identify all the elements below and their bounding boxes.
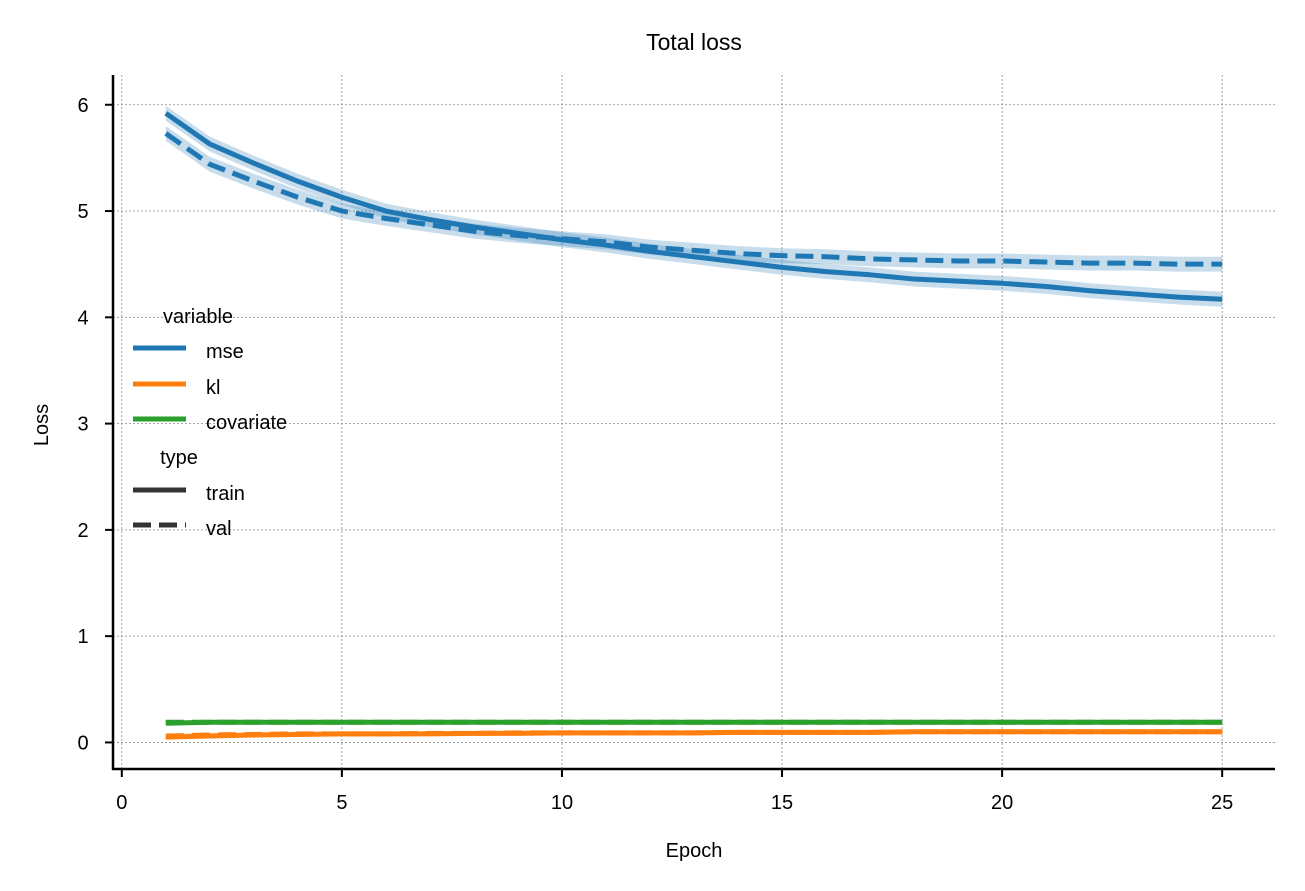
grid-lines bbox=[113, 75, 1275, 769]
axes bbox=[111, 75, 1275, 771]
chart-title: Total loss bbox=[646, 29, 742, 55]
y-axis-label: Loss bbox=[31, 404, 53, 446]
y-tick-label-4: 4 bbox=[77, 307, 88, 329]
legend-label-covariate: covariate bbox=[206, 412, 287, 434]
x-tick-label-10: 10 bbox=[551, 792, 573, 814]
legend: variable mse kl covariate type train val bbox=[133, 306, 287, 540]
y-tick-label-5: 5 bbox=[77, 201, 88, 223]
y-axis-ticks: 0 1 2 3 4 5 6 bbox=[77, 95, 113, 754]
legend-label-train: train bbox=[206, 483, 245, 505]
line-mse-train bbox=[164, 111, 1223, 302]
x-tick-label-15: 15 bbox=[771, 792, 793, 814]
x-tick-label-5: 5 bbox=[336, 792, 347, 814]
y-tick-label-2: 2 bbox=[77, 520, 88, 542]
confidence-bands bbox=[165, 105, 1223, 740]
y-tick-label-6: 6 bbox=[77, 95, 88, 117]
legend-title-variable: variable bbox=[163, 306, 233, 328]
x-tick-label-20: 20 bbox=[991, 792, 1013, 814]
legend-title-type: type bbox=[160, 447, 198, 469]
band-mse-val bbox=[165, 126, 1223, 272]
line-mse-val bbox=[164, 131, 1223, 267]
legend-label-kl: kl bbox=[206, 377, 220, 399]
x-axis-ticks: 0 5 10 15 20 25 bbox=[116, 769, 1233, 814]
series-lines bbox=[164, 111, 1223, 740]
legend-label-val: val bbox=[206, 518, 232, 540]
line-kl-val bbox=[165, 729, 1223, 739]
y-tick-label-1: 1 bbox=[77, 626, 88, 648]
y-tick-label-3: 3 bbox=[77, 414, 88, 436]
x-tick-label-25: 25 bbox=[1211, 792, 1233, 814]
y-tick-label-0: 0 bbox=[77, 732, 88, 754]
legend-label-mse: mse bbox=[206, 341, 244, 363]
x-axis-label: Epoch bbox=[666, 840, 723, 862]
x-tick-label-0: 0 bbox=[116, 792, 127, 814]
